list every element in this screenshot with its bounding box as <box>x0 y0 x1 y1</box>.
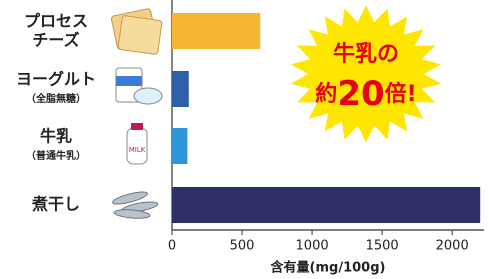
x-axis-label: 含有量(mg/100g) <box>270 260 386 276</box>
annotation-part: 倍! <box>385 81 417 107</box>
bar <box>172 71 189 107</box>
annotation: 牛乳の <box>333 41 399 67</box>
bar <box>172 128 187 164</box>
category-label: チーズ <box>32 31 79 50</box>
category-label: 煮干し <box>31 195 80 214</box>
x-tick-label: 0 <box>168 239 176 254</box>
annotation-part: 約 <box>315 81 337 107</box>
x-tick-label: 1000 <box>296 239 329 254</box>
x-tick-label: 2000 <box>436 239 469 254</box>
category-label: （普通牛乳） <box>26 149 86 162</box>
niboshi-icon <box>112 189 159 219</box>
bar <box>172 13 260 49</box>
x-tick-label: 1500 <box>366 239 399 254</box>
bar <box>172 187 480 223</box>
chart: MILK 含有量(mg/100g) 0 500 1000 1500 2000 プロセスチー… <box>0 0 489 279</box>
annotation-part: 20 <box>337 74 384 114</box>
category-label: プロセス <box>24 12 88 31</box>
category-label: （全脂無糖） <box>26 92 86 105</box>
svg-text:MILK: MILK <box>129 146 146 154</box>
category-label: ヨーグルト <box>16 70 96 89</box>
cheese-icon <box>111 8 162 54</box>
yogurt-icon <box>116 68 162 104</box>
x-tick-label: 500 <box>230 239 255 254</box>
category-label: 牛乳 <box>40 127 72 146</box>
milk-icon: MILK <box>127 123 147 164</box>
